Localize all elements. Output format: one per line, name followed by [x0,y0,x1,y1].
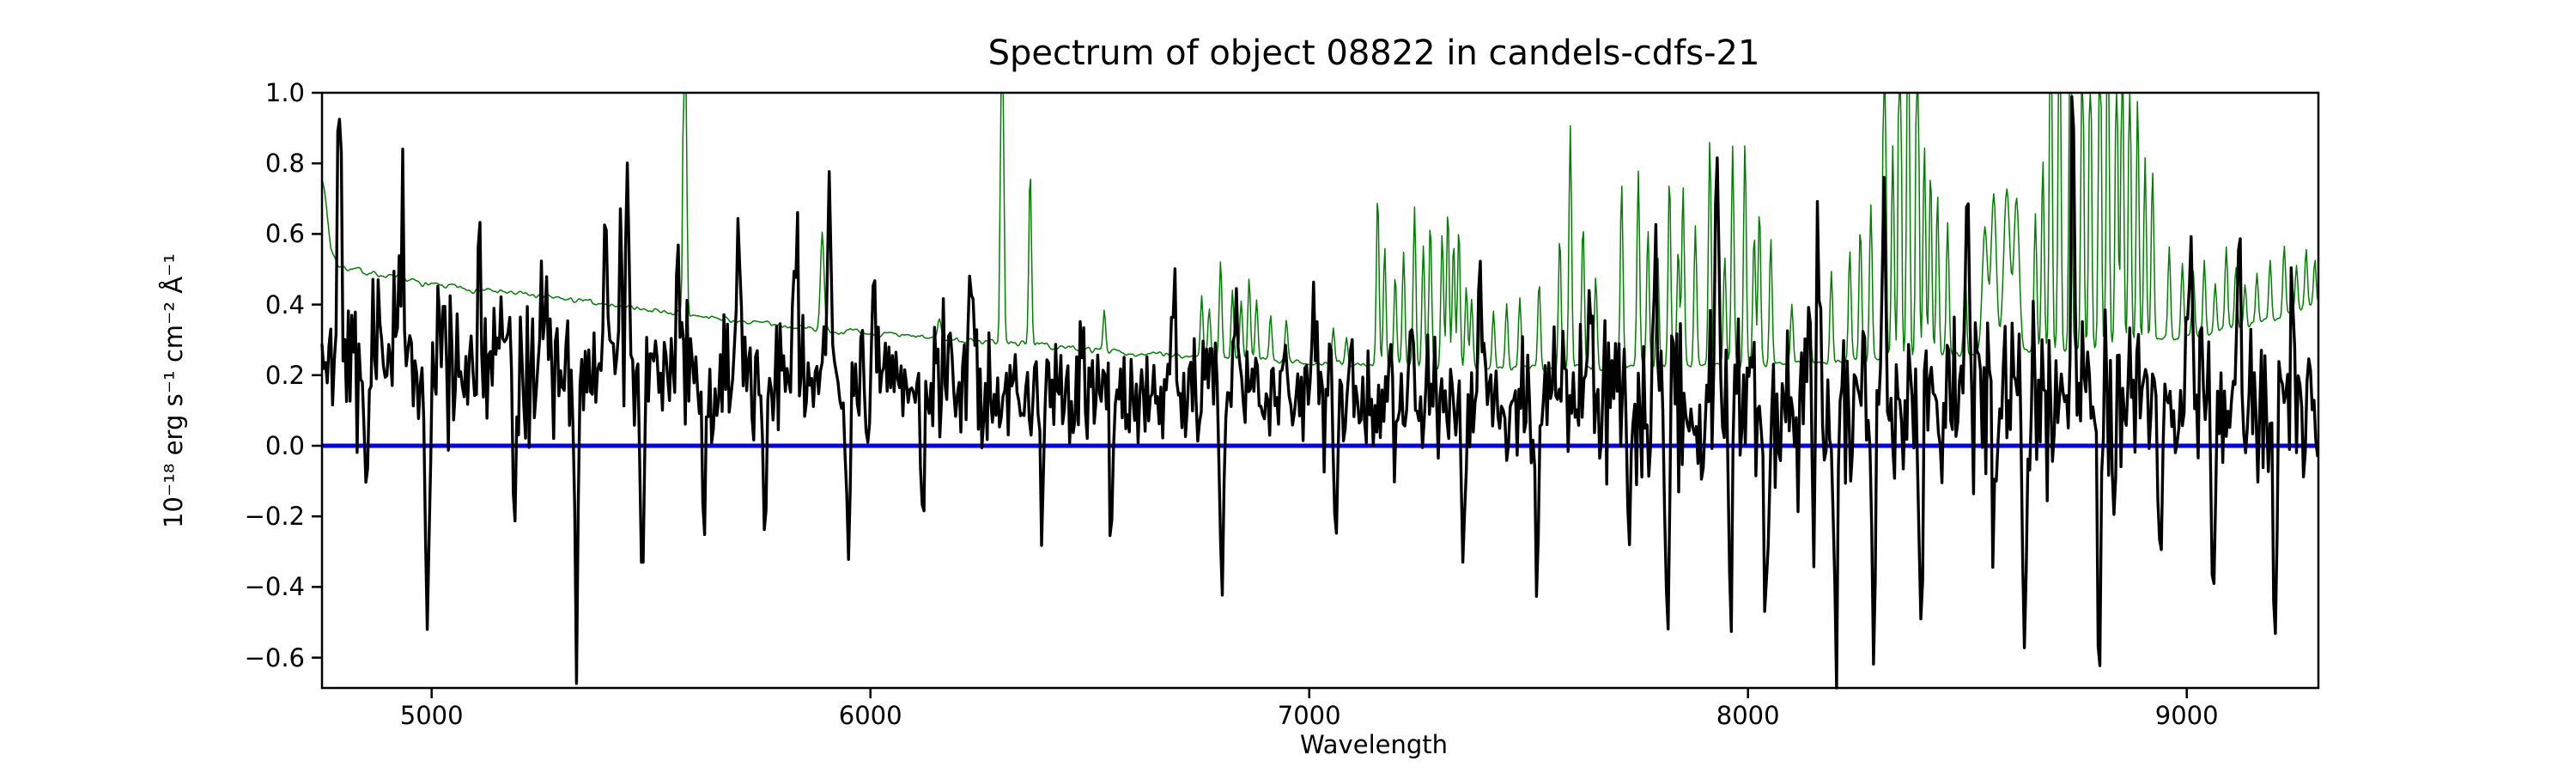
chart-title: Spectrum of object 08822 in candels-cdfs… [987,33,1760,73]
x-tick-label: 9000 [2154,701,2219,730]
flux-spectrum-line [320,94,2319,690]
axes-spines [320,91,2320,690]
noise-spectrum-line [321,92,2319,373]
x-tick-label: 8000 [1716,701,1780,730]
y-tick-label: 0.6 [264,219,305,249]
y-tick-label: 0.0 [264,431,305,460]
y-tick-label: −0.2 [244,502,305,532]
y-tick-label: −0.4 [244,572,305,602]
y-tick-label: 1.0 [264,78,305,107]
x-tick-label: 5000 [399,701,464,730]
x-tick-label: 7000 [1277,701,1341,730]
y-tick-label: −0.6 [244,642,305,673]
x-axis-label: Wavelength [1299,730,1449,759]
y-tick-label: 0.2 [264,360,305,390]
y-tick-label: 0.4 [264,289,305,320]
y-tick-label: 0.8 [264,149,305,179]
x-tick-label: 6000 [838,701,902,730]
